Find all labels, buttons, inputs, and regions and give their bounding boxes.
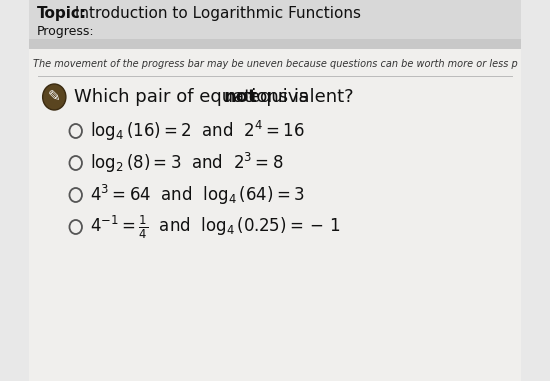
FancyBboxPatch shape (29, 39, 521, 49)
Text: $4^3 = 64$  and  $\log_4(64) = 3$: $4^3 = 64$ and $\log_4(64) = 3$ (90, 183, 305, 207)
Text: Which pair of equations is: Which pair of equations is (74, 88, 314, 106)
Text: Progress:: Progress: (36, 24, 94, 37)
Text: $\log_4(16) = 2$  and  $2^4 = 16$: $\log_4(16) = 2$ and $2^4 = 16$ (90, 119, 305, 143)
Circle shape (43, 84, 66, 110)
FancyBboxPatch shape (29, 49, 521, 381)
Text: $\log_2(8) = 3$  and  $2^3 = 8$: $\log_2(8) = 3$ and $2^3 = 8$ (90, 151, 283, 175)
FancyBboxPatch shape (29, 0, 521, 41)
Text: The movement of the progress bar may be uneven because questions can be worth mo: The movement of the progress bar may be … (32, 59, 518, 69)
Text: Topic:: Topic: (36, 5, 86, 21)
Text: equivalent?: equivalent? (243, 88, 354, 106)
Text: Introduction to Logarithmic Functions: Introduction to Logarithmic Functions (70, 5, 361, 21)
Text: not: not (223, 88, 257, 106)
Text: ✎: ✎ (48, 90, 60, 104)
Text: $4^{-1} = \frac{1}{4}$  and  $\log_4(0.25) = -\, 1$: $4^{-1} = \frac{1}{4}$ and $\log_4(0.25)… (90, 213, 340, 241)
